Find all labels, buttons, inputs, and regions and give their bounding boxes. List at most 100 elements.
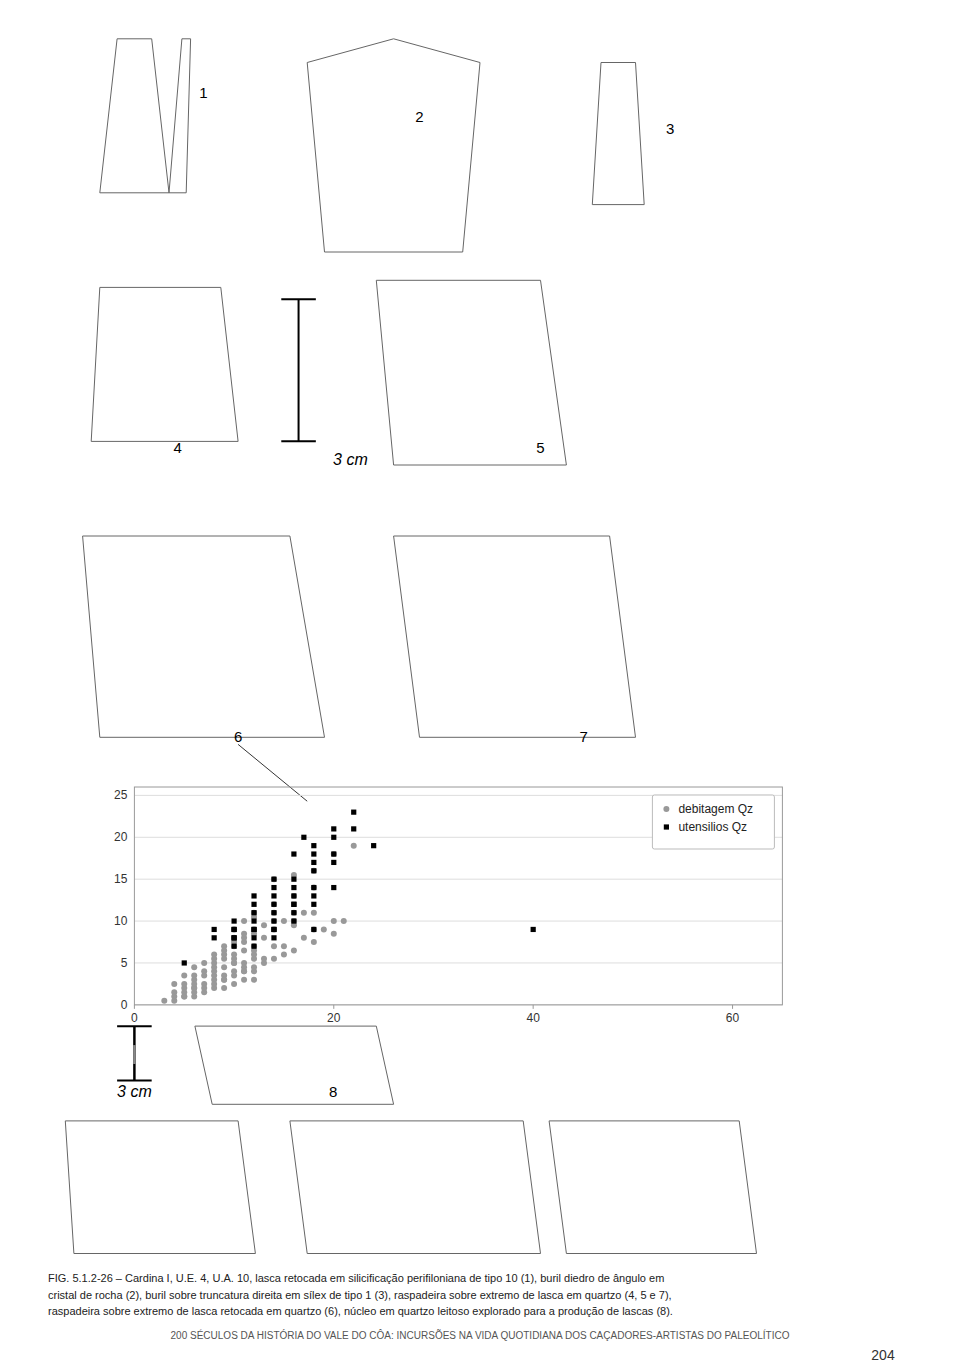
data-point — [331, 851, 337, 857]
artifact-outline — [592, 63, 644, 205]
x-tick — [134, 1005, 135, 1009]
scale-bar — [133, 1045, 136, 1064]
data-point — [261, 960, 267, 966]
data-point — [211, 981, 217, 987]
data-point — [251, 927, 256, 932]
data-point — [251, 910, 257, 916]
x-tick-label: 20 — [327, 1011, 341, 1025]
data-point — [271, 926, 277, 932]
data-point — [311, 843, 316, 848]
data-point — [231, 944, 236, 949]
data-point — [291, 918, 297, 924]
data-point — [211, 973, 217, 979]
data-point — [311, 868, 317, 874]
data-point — [201, 960, 207, 966]
data-point — [212, 935, 217, 940]
data-point — [271, 935, 276, 940]
page-number: 204 — [871, 1347, 895, 1363]
data-point — [241, 968, 247, 974]
data-point — [291, 918, 296, 923]
data-point — [261, 935, 267, 941]
data-point — [191, 973, 197, 979]
background — [0, 0, 960, 1368]
data-point — [251, 893, 256, 898]
data-point — [531, 927, 536, 932]
scatter-axes: 05101520250204060 — [114, 787, 782, 1025]
data-point — [311, 885, 316, 890]
data-point — [241, 918, 247, 924]
data-point — [311, 910, 317, 916]
data-point — [231, 943, 237, 949]
artifact-outline — [195, 1026, 394, 1104]
data-point — [271, 943, 277, 949]
data-point — [291, 851, 296, 856]
x-tick-label: 0 — [131, 1011, 138, 1025]
data-point — [241, 935, 247, 941]
data-point — [311, 927, 316, 932]
artifact-outline — [376, 280, 566, 465]
data-point — [251, 918, 256, 923]
legend-label: utensilios Qz — [678, 820, 747, 834]
data-point — [301, 910, 307, 916]
data-point — [231, 918, 236, 923]
data-point — [291, 885, 296, 890]
data-point — [281, 943, 287, 949]
data-point — [301, 935, 307, 941]
legend-label: debitagem Qz — [678, 802, 753, 816]
data-point — [231, 927, 236, 932]
item-label: 7 — [580, 728, 588, 745]
artifact-outline — [65, 1121, 255, 1254]
data-point — [271, 927, 276, 932]
data-point — [271, 902, 276, 907]
data-point — [231, 935, 236, 940]
data-point — [231, 960, 237, 966]
item-label: 5 — [536, 439, 544, 456]
x-tick — [533, 1005, 534, 1009]
item-label: 4 — [173, 439, 181, 456]
artifact-outline — [169, 39, 191, 193]
data-point — [331, 826, 336, 831]
data-point — [311, 902, 316, 907]
data-point — [231, 960, 237, 966]
data-point — [281, 952, 287, 958]
caption-line: raspadeira sobre extremo de lasca retoca… — [48, 1305, 673, 1317]
data-point — [161, 998, 167, 1004]
data-point — [301, 835, 306, 840]
data-point — [291, 910, 297, 916]
data-point — [291, 902, 296, 907]
scale-bar — [133, 1026, 136, 1080]
data-point — [271, 901, 277, 907]
data-point — [221, 964, 227, 970]
scale-bar — [117, 1025, 152, 1027]
data-point — [171, 981, 177, 987]
data-point — [191, 989, 197, 995]
data-point — [271, 927, 276, 932]
data-point — [241, 977, 247, 983]
artifact-outline — [394, 536, 636, 737]
artifact-outline — [91, 287, 238, 441]
data-point — [271, 876, 277, 882]
data-point — [311, 868, 316, 873]
data-point — [211, 952, 217, 958]
legend: debitagem Qz utensilios Qz — [652, 795, 774, 849]
data-point — [221, 985, 227, 991]
series-1 — [182, 810, 536, 966]
item-label: 3 — [666, 120, 674, 137]
data-point — [311, 851, 316, 856]
item-label: 1 — [199, 84, 207, 101]
data-point — [251, 943, 257, 949]
data-point — [291, 893, 297, 899]
data-point — [241, 947, 247, 953]
data-point — [291, 947, 297, 953]
data-point — [251, 944, 256, 949]
data-point — [231, 927, 236, 932]
data-point — [251, 927, 256, 932]
legend-marker — [663, 806, 669, 812]
data-point — [181, 973, 187, 979]
legend-marker — [664, 824, 669, 829]
data-point — [251, 977, 257, 983]
scatter-points — [161, 810, 535, 1004]
data-point — [181, 981, 187, 987]
connector-line — [238, 744, 307, 801]
x-tick — [732, 1005, 733, 1009]
